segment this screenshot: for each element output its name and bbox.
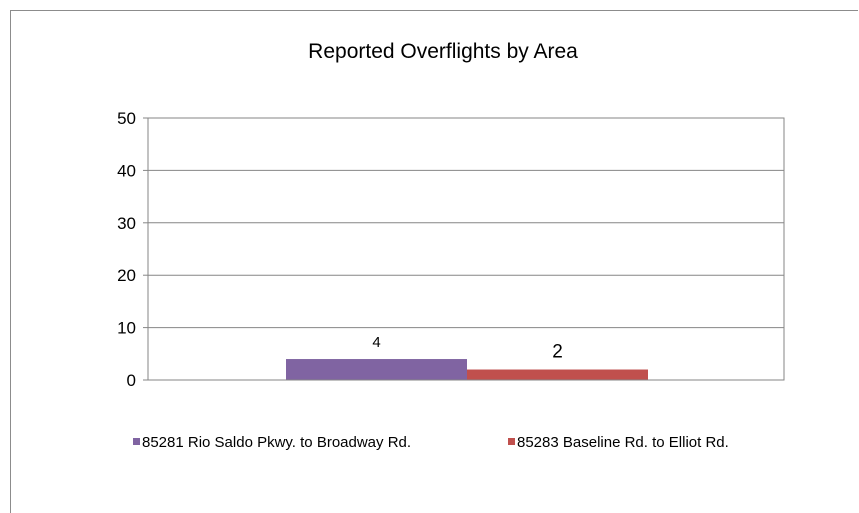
- legend: 85281 Rio Saldo Pkwy. to Broadway Rd. 852…: [133, 434, 729, 451]
- data-label: 2: [552, 342, 563, 363]
- bar: [286, 359, 467, 380]
- data-label: 4: [372, 334, 380, 351]
- y-tick-label: 10: [117, 319, 136, 338]
- plot-area-border: [147, 117, 785, 381]
- y-tick-label: 40: [117, 161, 136, 180]
- y-tick-label: 30: [117, 214, 136, 233]
- y-tick-label: 0: [127, 371, 136, 390]
- bars: [286, 359, 648, 380]
- chart-frame: [10, 10, 858, 513]
- bar: [467, 369, 648, 380]
- chart-title: Reported Overflights by Area: [308, 40, 578, 63]
- legend-swatch: [133, 438, 140, 445]
- y-axis-ticks: 0 10 20 30 40 50: [117, 109, 148, 390]
- y-tick-label: 50: [117, 109, 136, 128]
- y-tick-label: 20: [117, 266, 136, 285]
- legend-swatch: [508, 438, 515, 445]
- legend-label: 85283 Baseline Rd. to Elliot Rd.: [517, 434, 729, 451]
- gridlines: [148, 169, 784, 329]
- legend-label: 85281 Rio Saldo Pkwy. to Broadway Rd.: [142, 434, 411, 451]
